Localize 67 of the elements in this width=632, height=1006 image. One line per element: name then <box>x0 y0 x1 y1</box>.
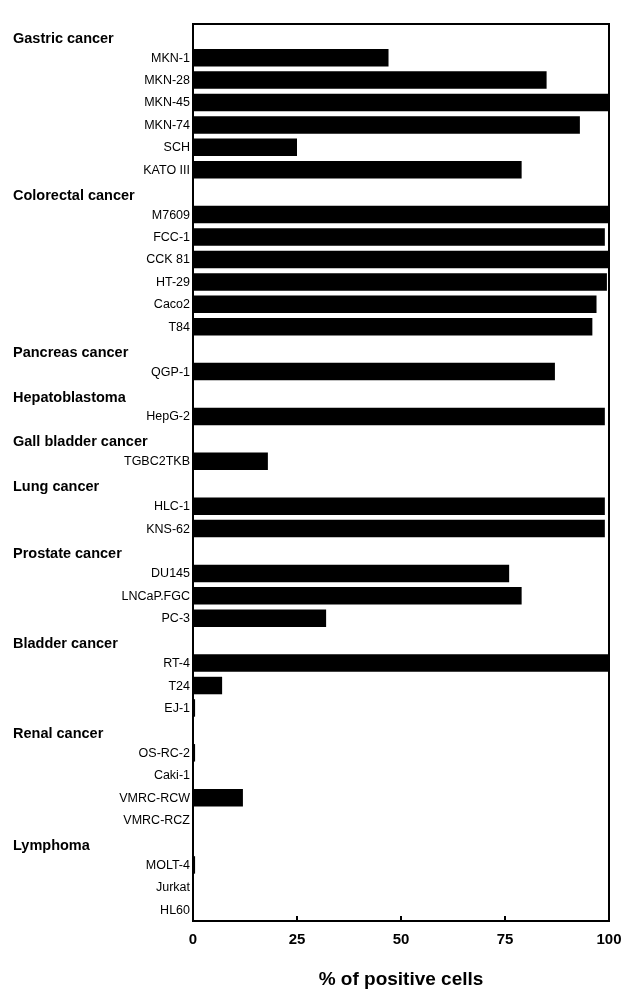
x-tick-label: 25 <box>288 930 306 947</box>
bar <box>193 519 605 538</box>
bar <box>193 295 597 314</box>
x-tick-label: 0 <box>188 930 198 947</box>
bar <box>193 676 223 695</box>
text: Lymphoma <box>13 837 91 854</box>
bar <box>193 497 605 515</box>
y-tick-label: MKN-1 <box>151 50 191 65</box>
text: Hepatoblastoma <box>13 388 127 405</box>
x-tick-label: 50 <box>392 930 410 947</box>
bar <box>193 744 196 762</box>
bar <box>193 317 593 336</box>
bar <box>193 788 243 807</box>
y-tick-label: TGBC2TKB <box>124 454 190 469</box>
y-tick-label: MKN-28 <box>144 73 191 88</box>
x-axis-title: % of positive cells <box>318 968 484 989</box>
y-tick-label: OS-RC-2 <box>138 745 191 760</box>
bar <box>193 699 196 717</box>
y-tick-label: LNCaP.FGC <box>121 588 190 603</box>
x-tick-label: 75 <box>496 930 514 947</box>
x-tick-label: 100 <box>596 930 622 947</box>
y-tick-label: FCC-1 <box>153 230 191 245</box>
y-tick-label: MKN-74 <box>144 117 191 132</box>
bar <box>193 71 547 89</box>
y-tick-label: T24 <box>168 678 191 693</box>
y-tick-label: T84 <box>168 319 191 334</box>
bar <box>193 362 555 381</box>
y-tick-label: VMRC-RCZ <box>123 813 191 828</box>
text: Gastric cancer <box>13 29 115 46</box>
y-tick-label: M7609 <box>151 207 191 222</box>
bar <box>193 138 297 157</box>
text: Renal cancer <box>13 724 104 741</box>
y-tick-label: KNS-62 <box>146 521 191 536</box>
bar <box>193 48 389 67</box>
text: Bladder cancer <box>13 635 119 652</box>
bar <box>193 116 580 134</box>
y-tick-label: EJ-1 <box>164 700 191 715</box>
y-tick-label: Caki-1 <box>153 768 191 783</box>
y-tick-label: Caco2 <box>153 297 191 312</box>
bar <box>193 856 196 874</box>
y-tick-label: MKN-45 <box>144 95 191 110</box>
y-tick-label: VMRC-RCW <box>119 790 191 805</box>
text: Prostate cancer <box>13 545 123 562</box>
text: Pancreas cancer <box>13 343 129 360</box>
y-tick-label: HT-29 <box>155 274 191 289</box>
y-tick-label: CCK 81 <box>146 252 191 267</box>
bar <box>193 228 605 246</box>
y-tick-label: HL60 <box>160 902 191 917</box>
y-tick-label: RT-4 <box>163 656 191 671</box>
text: Gall bladder cancer <box>13 433 148 450</box>
text: Lung cancer <box>13 478 100 495</box>
bar <box>193 452 268 471</box>
y-tick-label: PC-3 <box>161 611 191 626</box>
y-tick-label: DU145 <box>151 566 191 581</box>
bar <box>193 587 522 605</box>
y-tick-label: HepG-2 <box>146 409 191 424</box>
bar <box>193 161 522 179</box>
bar <box>193 609 327 628</box>
bar <box>193 407 605 426</box>
y-tick-label: MOLT-4 <box>145 857 191 872</box>
y-tick-label: KATO III <box>143 162 190 177</box>
text: Colorectal cancer <box>13 186 136 203</box>
y-tick-label: QGP-1 <box>151 364 191 379</box>
bar <box>193 564 510 583</box>
y-tick-label: Jurkat <box>155 880 191 895</box>
y-tick-label: SCH <box>163 140 190 155</box>
y-tick-label: HLC-1 <box>153 499 191 514</box>
